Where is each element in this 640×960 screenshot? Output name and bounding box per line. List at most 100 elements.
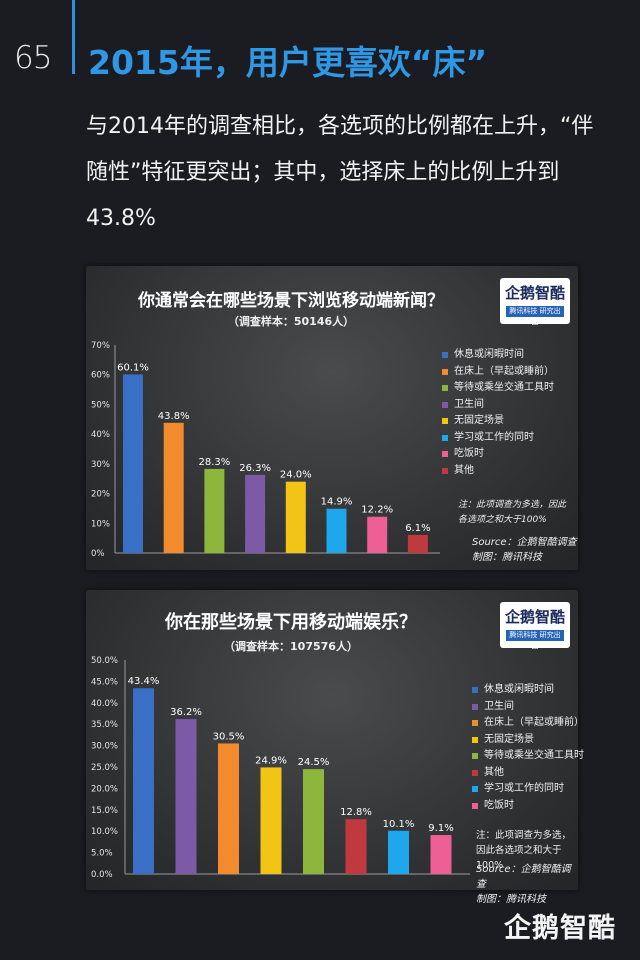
- bar: [285, 481, 306, 553]
- logo-name: 企鹅智酷: [504, 608, 565, 626]
- data-label: 26.3%: [239, 463, 271, 474]
- credit-line: 制图：腾讯科技: [476, 894, 546, 905]
- legend-swatch: [472, 786, 478, 792]
- legend-item: 其他: [442, 463, 554, 480]
- legend-label: 其他: [454, 464, 474, 476]
- legend-swatch: [472, 802, 478, 809]
- y-tick-label: 70%: [91, 341, 110, 351]
- bar: [326, 508, 347, 553]
- data-label: 24.5%: [298, 757, 330, 768]
- source-line: Source：企鹅智酷调查: [476, 864, 571, 890]
- y-tick-label: 0%: [91, 549, 105, 559]
- data-label: 60.1%: [117, 362, 149, 373]
- legend-swatch: [472, 687, 478, 693]
- y-tick-label: 10%: [91, 519, 110, 529]
- data-label: 30.5%: [213, 731, 245, 742]
- brand-footer: 企鹅智酷: [504, 913, 616, 944]
- legend-label: 休息或闲暇时间: [454, 349, 524, 360]
- bar: [345, 819, 367, 874]
- bar: [204, 468, 225, 553]
- legend-item: 等待或乘坐交通工具时: [442, 380, 554, 397]
- chart-panel-entertainment: 你在那些场景下用移动端娱乐？ （调查样本：107576人） 企鹅智酷 腾讯科技 …: [86, 590, 584, 905]
- y-tick-label: 35.0%: [91, 720, 118, 730]
- bar-chart-news: 0% 10% 20% 30% 40% 50% 60% 70% 60.1% 43.8% 28.3% 26…: [91, 341, 440, 559]
- legend-item: 卫生间: [442, 397, 554, 414]
- y-tick-label: 0.0%: [91, 870, 113, 880]
- bar: [123, 374, 143, 553]
- chart-sample-size: （调查样本：107576人）: [224, 640, 358, 653]
- legend-item: 学习或工作的同时: [442, 430, 554, 447]
- chart-source: Source：企鹅智酷调查 制图：腾讯科技: [476, 862, 578, 907]
- brand-logo: 企鹅智酷 腾讯科技 研究出品: [500, 602, 570, 650]
- data-label: 10.1%: [383, 819, 415, 830]
- legend-item: 在床上（早起或睡前）: [442, 364, 554, 381]
- bar-chart-entertainment: 0.0% 5.0% 10.0% 15.0% 20.0% 25.0% 30.0% 35.0% 40…: [91, 656, 470, 880]
- y-tick-label: 40.0%: [91, 699, 118, 709]
- legend-label: 其他: [484, 766, 504, 778]
- data-label: 12.8%: [340, 807, 372, 818]
- legend-label: 卫生间: [484, 700, 514, 712]
- bar: [367, 516, 388, 553]
- legend-item: 在床上（早起或睡前）: [472, 715, 584, 732]
- legend-label: 休息或闲暇时间: [484, 684, 554, 695]
- legend-label: 等待或乘坐交通工具时: [484, 750, 584, 761]
- legend-item: 无固定场景: [472, 732, 584, 749]
- data-label: 43.4%: [128, 676, 160, 687]
- legend-label: 在床上（早起或睡前）: [484, 717, 584, 728]
- legend-label: 学习或工作的同时: [484, 783, 564, 794]
- title-accent-line: [72, 0, 75, 74]
- y-tick-label: 45.0%: [91, 677, 118, 687]
- legend-item: 卫生间: [472, 699, 584, 716]
- y-tick-label: 40%: [91, 430, 110, 440]
- y-tick-label: 30.0%: [91, 742, 118, 752]
- data-label: 24.0%: [280, 470, 312, 481]
- chart-sample-size: （调查样本：50146人）: [227, 315, 355, 328]
- legend-swatch: [442, 434, 448, 441]
- bar: [303, 769, 324, 874]
- bar: [245, 474, 266, 553]
- legend-swatch: [472, 753, 478, 759]
- data-label: 24.9%: [255, 755, 287, 766]
- logo-tagline: 腾讯科技 研究出品: [506, 306, 564, 326]
- data-label: 6.1%: [405, 523, 430, 534]
- data-label: 28.3%: [199, 457, 231, 468]
- legend-item: 等待或乘坐交通工具时: [472, 748, 584, 765]
- page-title: 2015年，用户更喜欢“床”: [88, 43, 488, 82]
- data-label: 36.2%: [170, 707, 202, 718]
- legend-swatch: [442, 451, 448, 457]
- chart-legend: 休息或闲暇时间在床上（早起或睡前） 等待或乘坐交通工具时 卫生间 无固定场景学习或工作…: [442, 347, 554, 479]
- bar: [218, 743, 239, 874]
- bar: [407, 534, 428, 553]
- chart-title: 你在那些场景下用移动端娱乐？: [165, 612, 417, 633]
- legend-item: 无固定场景: [442, 413, 554, 430]
- legend-item: 学习或工作的同时: [472, 781, 584, 798]
- y-tick-label: 20%: [91, 490, 110, 500]
- legend-item: 其他: [472, 765, 584, 782]
- legend-label: 无固定场景: [454, 415, 504, 426]
- legend-label: 无固定场景: [484, 733, 534, 745]
- legend-label: 吃饭时: [484, 799, 514, 811]
- legend-swatch: [442, 352, 448, 358]
- y-tick-label: 25.0%: [91, 763, 118, 773]
- y-tick-label: 20.0%: [91, 784, 118, 794]
- bar: [175, 719, 197, 874]
- y-tick-label: 30%: [91, 460, 110, 470]
- bar: [388, 830, 409, 874]
- data-label: 14.9%: [321, 497, 353, 508]
- page-subtitle: 与2014年的调查相比，各选项的比例都在上升，“伴随性”特征更突出；其中，选择床…: [86, 114, 594, 231]
- bar: [133, 688, 154, 874]
- chart-note: 注：此项调查为多选，因此各选项之和大于100%: [476, 830, 572, 871]
- bar: [260, 767, 282, 874]
- legend-item: 休息或闲暇时间: [442, 347, 554, 364]
- credit-line: 制图：腾讯科技: [472, 552, 542, 563]
- logo-tagline: 腾讯科技 研究出品: [506, 630, 564, 650]
- legend-item: 吃饭时: [472, 798, 584, 815]
- legend-swatch: [472, 703, 478, 710]
- legend-label: 吃饭时: [454, 448, 484, 459]
- legend-swatch: [442, 467, 448, 474]
- source-line: Source：企鹅智酷调查: [472, 537, 577, 548]
- chart-source: Source：企鹅智酷调查 制图：腾讯科技: [472, 535, 577, 565]
- y-tick-label: 50%: [91, 400, 110, 410]
- legend-swatch: [442, 385, 448, 391]
- data-label: 12.2%: [361, 505, 393, 516]
